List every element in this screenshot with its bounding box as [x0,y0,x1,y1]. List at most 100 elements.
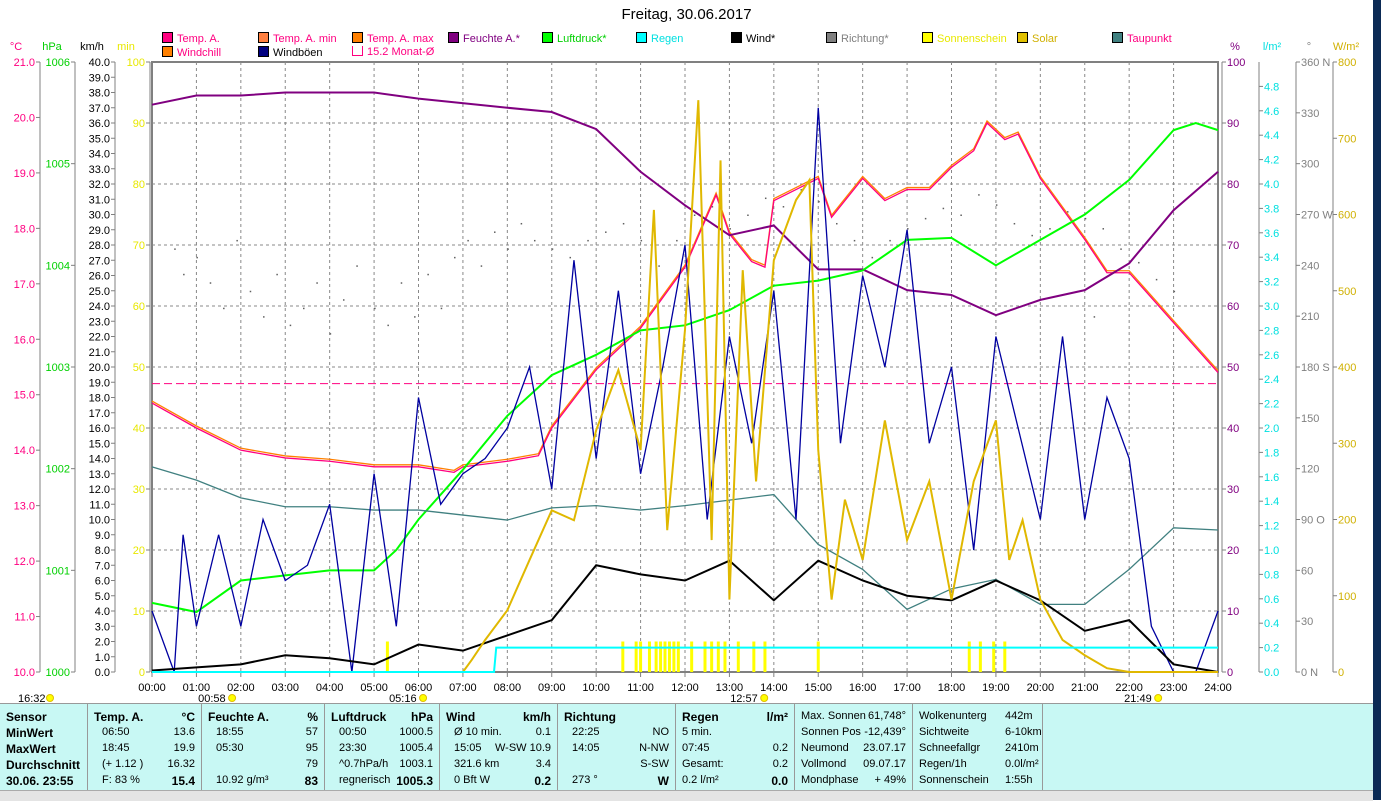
panel-cell-label: 273 ° [572,774,598,786]
axis-label-min: 0 [139,667,145,679]
axis-label-kmh: 29.0 [89,225,110,237]
axis-label-pct: 10 [1227,606,1239,618]
axis-label-min: 10 [133,606,145,618]
axis-label-min: 60 [133,301,145,313]
panel-header: Sensor [6,710,81,726]
legend-label: Luftdruck* [557,33,607,45]
moon-transit-icon [760,694,769,702]
panel-cell-value: 09.07.17 [863,758,906,770]
axis-label-kmh: 21.0 [89,347,110,359]
panel-row: 07:45 0.2 [682,742,788,758]
direction-point [569,256,572,259]
direction-point [622,222,625,225]
panel-row: regnerisch 1005.3 [331,774,433,790]
axis-label-kmh: 17.0 [89,408,110,420]
axis-label-kmh: 35.0 [89,133,110,145]
panel-cell-value: -12,439° [864,726,906,738]
panel-cell-label: Luftdruck [331,710,387,724]
legend-swatch [922,32,933,43]
axis-label-kmh: 16.0 [89,423,110,435]
direction-point [871,256,874,259]
x-tick-label: 10:00 [582,682,610,694]
axis-label-kmh: 8.0 [95,545,110,557]
series-feuchte-a- [151,91,1219,317]
axis-label-kmh: 15.0 [89,438,110,450]
direction-point [400,282,403,284]
panel-cell-value: °C [181,710,195,724]
axis-label-deg: 60 [1301,565,1313,577]
direction-point [387,324,389,327]
direction-point [587,239,589,242]
panel-cell-value: 1005.3 [396,774,433,788]
axis-label-kmh: 9.0 [95,530,110,542]
x-tick-label: 02:00 [227,682,255,694]
panel-cell-label: Neumond [801,742,849,754]
panel-row: Regen/1h 0.0l/m² [919,758,1039,774]
panel-cell-label: F: 83 % [102,774,140,786]
axis-label-rain: 2.4 [1264,374,1279,386]
axis-label-rain: 2.6 [1264,350,1279,362]
panel-cell-label: 15:05 [454,742,482,754]
axis-label-rain: 0.2 [1264,643,1279,655]
legend-label: Windböen [273,47,323,59]
axis-label-kmh: 32.0 [89,179,110,191]
panel-cell-label: regnerisch [339,774,391,786]
panel-row: Gesamt: 0.2 [682,758,788,774]
direction-point [551,248,554,250]
axis-unit-deg: ° [1307,41,1311,53]
axis-label-rain: 4.6 [1264,106,1279,118]
panel-row: 06:50 13.6 [94,726,195,742]
direction-point [1138,261,1140,264]
direction-point [249,290,252,293]
legend-item-taupunkt: Taupunkt [1112,32,1172,45]
panel-header: Luftdruck hPa [331,710,433,726]
direction-point [1049,228,1051,230]
direction-point [1066,211,1069,213]
legend-label: Taupunkt [1127,33,1172,45]
axis-label-rain: 1.0 [1264,545,1279,557]
direction-point [276,273,278,276]
axis-label-pct: 40 [1227,423,1239,435]
legend-item-windchill: Windchill [162,46,221,59]
axis-label-wm2: 800 [1338,57,1356,69]
series-regen [152,646,1218,673]
axis-label-deg: 270 W [1301,210,1333,222]
chart-title: Freitag, 30.06.2017 [621,6,752,23]
x-tick-label: 24:00 [1204,682,1232,694]
axis-label-kmh: 40.0 [89,57,110,69]
x-tick-label: 20:00 [1027,682,1055,694]
legend-swatch [352,32,363,43]
axis-label-temp: 16.0 [14,334,35,346]
legend-swatch [258,32,269,43]
panel-cell-value: 13.6 [173,726,195,738]
legend-label: Sonnenschein [937,33,1007,45]
axis-label-kmh: 39.0 [89,72,110,84]
panel-cell-label: Feuchte A. [208,710,269,724]
axis-label-rain: 0.6 [1264,594,1279,606]
legend-item-windb-en: Windböen [258,46,323,59]
sunset-icon [1154,694,1163,702]
panel-cell-label: 18:45 [102,742,130,754]
direction-point [1013,222,1016,225]
series-solar [152,100,1218,673]
panel-cell-label: 10.92 g/m³ [216,774,269,786]
panel-cell-label: Vollmond [801,758,847,770]
axis-label-wm2: 300 [1338,438,1356,450]
panel-cell-value: 1000.5 [399,726,433,738]
panel-header: Richtung [564,710,669,726]
panel-row: 321.6 km 3.4 [446,758,551,774]
panel-row: S-SW [564,758,669,774]
direction-point [1084,217,1087,220]
direction-point [605,231,607,233]
panel-column-richtung: Richtung 22:25 NO 14:05 N-NW S-SW 273 ° W [558,704,676,791]
panel-column-regen: Regen l/m² 5 min. 07:45 0.2 Gesamt: 0.2 0.2 l/m… [676,704,795,791]
axis-label-wm2: 500 [1338,286,1356,298]
panel-cell-value: 1005.4 [399,742,433,754]
axis-label-rain: 1.6 [1264,472,1279,484]
axis-label-kmh: 20.0 [89,362,110,374]
legend-label: Windchill [177,47,222,59]
legend-swatch [448,32,459,43]
direction-point [1155,278,1158,281]
axis-label-hpa: 1000 [46,667,70,679]
axis-label-kmh: 24.0 [89,301,110,313]
